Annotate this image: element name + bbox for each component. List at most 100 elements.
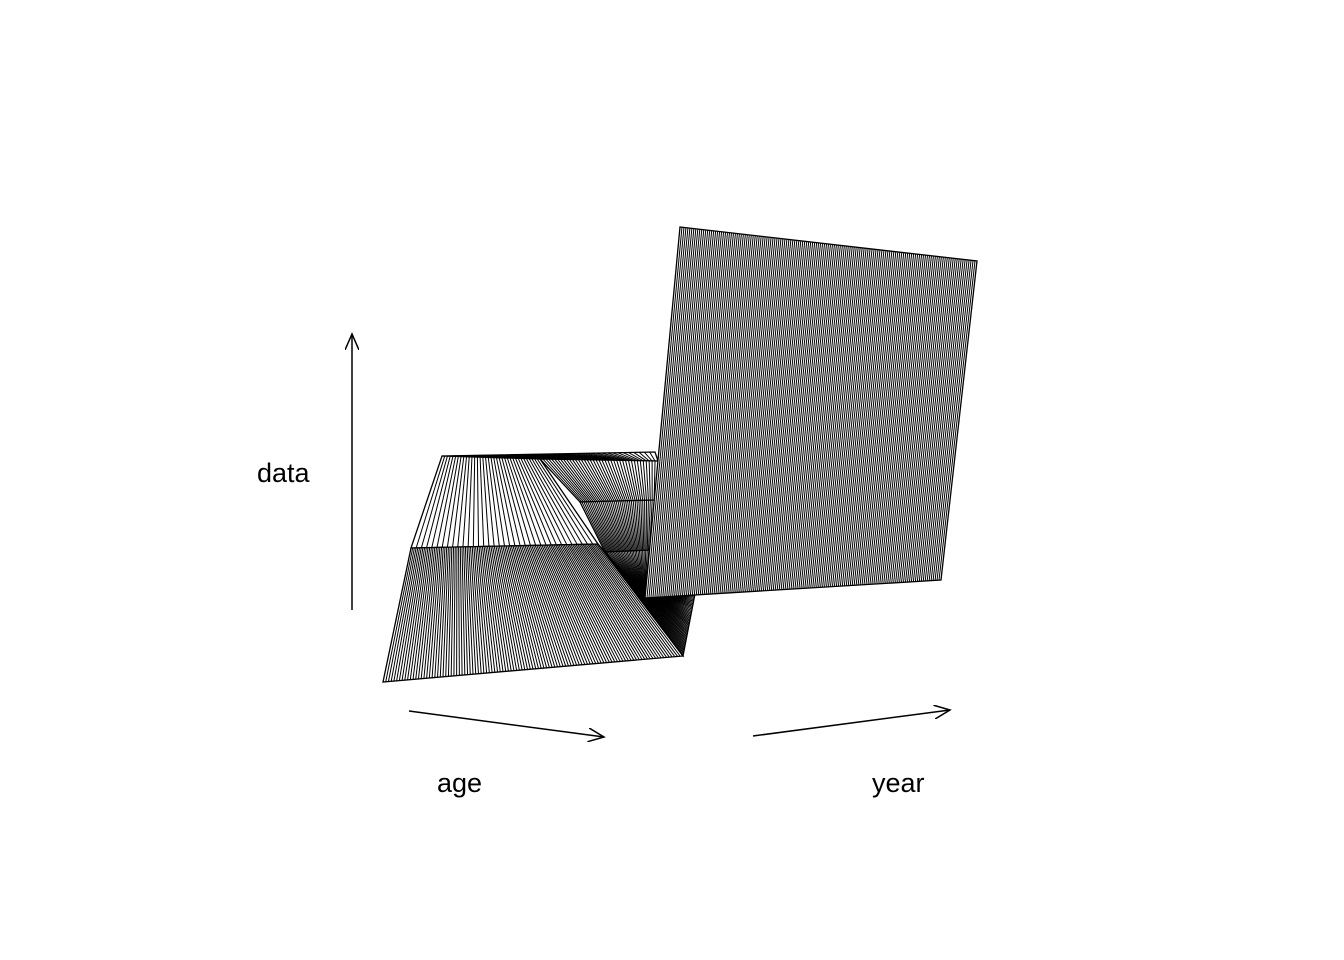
- surface-right-wall-mesh-line: [719, 235, 756, 594]
- surface-right-wall-mesh-line: [816, 246, 853, 588]
- surface-right-wall-mesh-line: [660, 228, 697, 598]
- surface-lower-left-facet-mesh-line: [437, 547, 446, 678]
- surface-valley-strip-1-mesh-line: [560, 459, 594, 502]
- surface-lower-left-facet-mesh-line: [492, 546, 515, 671]
- surface-valley-strip-2-mesh-line: [592, 501, 614, 552]
- surface-right-wall-mesh-line: [776, 242, 814, 591]
- y-axis-label: year: [872, 768, 925, 798]
- surface-lower-left-facet-mesh-line: [401, 547, 424, 681]
- surface-mesh: [382, 226, 978, 683]
- surface-right-wall-mesh-line: [908, 257, 946, 582]
- surface-right-wall-mesh-line: [889, 255, 927, 584]
- surface-lower-left-facet-mesh-line: [505, 545, 537, 669]
- surface-valley-strip-1-mesh-line: [601, 459, 621, 502]
- surface-lower-left-facet-mesh-line: [512, 545, 548, 668]
- surface-upper-left-facet-mesh-line: [528, 458, 578, 545]
- surface-right-wall-mesh-line: [833, 248, 871, 587]
- surface-right-wall-mesh-line: [814, 246, 851, 588]
- surface-right-wall-mesh-line: [891, 255, 928, 584]
- surface-right-wall-mesh-line: [841, 249, 879, 587]
- surface-lower-left-facet-mesh-line: [493, 546, 518, 671]
- surface-lower-left-facet-mesh-line: [470, 546, 479, 674]
- surface-valley-strip-2-mesh-line: [632, 500, 639, 551]
- surface-right-wall-mesh-line: [687, 231, 725, 596]
- surface-right-wall-mesh-line: [810, 245, 847, 588]
- surface-right-wall-mesh-line: [652, 227, 689, 598]
- surface-valley-strip-2-mesh-line: [646, 500, 649, 551]
- surface-right-wall-mesh-line: [938, 260, 976, 581]
- surface-right-wall-mesh-line: [899, 256, 936, 583]
- surface-valley-strip-2-mesh-line: [581, 501, 607, 553]
- surface-right-wall-mesh-line: [672, 230, 709, 597]
- surface-lower-left-facet-mesh-line: [420, 547, 436, 679]
- surface-top-ridge-mesh-line: [606, 452, 632, 462]
- surface-top-ridge-mesh-line: [628, 452, 644, 462]
- surface-valley-strip-2-mesh-line: [585, 501, 609, 553]
- surface-right-wall-mesh-line: [664, 229, 701, 597]
- surface-upper-left-facet-mesh-line: [426, 456, 451, 548]
- surface-valley-strip-1-mesh-line: [563, 459, 596, 502]
- surface-lower-left-facet-mesh-line: [539, 545, 591, 665]
- surface-upper-left-facet-mesh-line: [431, 456, 454, 548]
- surface-right-wall-mesh-line: [829, 248, 867, 587]
- surface-right-wall-mesh-line: [826, 247, 863, 588]
- surface-right-wall-mesh-line: [790, 243, 828, 590]
- surface-valley-strip-2-mesh-line: [638, 500, 642, 551]
- surface-upper-left-facet-mesh-line: [476, 457, 480, 547]
- surface-right-wall-mesh-line: [745, 238, 782, 592]
- surface-right-wall-mesh-line: [707, 234, 744, 595]
- surface-upper-left-facet-mesh-line: [457, 456, 467, 548]
- z-axis-label: data: [257, 458, 311, 488]
- surface-lower-left-facet-mesh-line: [538, 545, 589, 665]
- surface-right-wall-mesh-line: [743, 238, 780, 593]
- x-axis-label: age: [437, 768, 482, 798]
- surface-valley-strip-1-mesh-line: [569, 459, 600, 502]
- surface-right-wall-mesh-line: [755, 239, 792, 592]
- surface-right-wall-mesh-line: [693, 232, 730, 596]
- surface-lower-left-facet-mesh-line: [517, 545, 556, 668]
- surface-lower-left-facet-mesh-line: [485, 546, 504, 672]
- surface-right-wall-mesh-line: [930, 259, 968, 581]
- surface-valley-strip-2-mesh-line: [602, 501, 620, 552]
- surface-upper-left-facet-mesh-line: [467, 456, 473, 547]
- surface-lower-left-facet-mesh-line: [583, 544, 662, 659]
- surface-lower-left-facet-mesh-line: [536, 545, 586, 665]
- surface-lower-left-facet-mesh-line: [572, 544, 643, 660]
- surface-lower-left-facet-mesh-line: [500, 545, 529, 670]
- surface-upper-left-facet-mesh-line: [452, 456, 465, 548]
- surface-valley-strip-2-mesh-line: [596, 501, 617, 552]
- surface-right-wall-mesh-line: [881, 254, 919, 584]
- surface-right-wall-mesh-line: [721, 235, 758, 594]
- surface-lower-left-facet-mesh-line: [439, 547, 448, 678]
- surface-lower-left-facet-mesh-line: [478, 546, 493, 673]
- surface-lower-left-facet-mesh-line: [445, 547, 451, 677]
- surface-right-wall-mesh-line: [918, 258, 956, 582]
- surface-right-wall-mesh-line: [717, 235, 754, 594]
- surface-right-wall-mesh-line: [863, 252, 901, 585]
- surface-valley-strip-2-mesh-line: [615, 500, 628, 552]
- surface-right-wall-mesh-line: [910, 257, 948, 582]
- surface-right-wall-mesh-line: [922, 258, 960, 582]
- surface-lower-left-facet-mesh-line: [387, 547, 415, 682]
- surface-lower-left-facet-mesh-line: [409, 547, 429, 680]
- surface-right-wall-mesh-line: [904, 256, 942, 583]
- surface-valley-strip-1-mesh-line: [574, 459, 604, 502]
- surface-lower-left-facet-mesh-line: [464, 546, 471, 675]
- surface-lower-left-facet-mesh-line: [548, 544, 605, 664]
- surface-lower-left-facet: [382, 543, 685, 683]
- surface-right-wall-mesh-line: [893, 255, 930, 583]
- surface-lower-left-facet-mesh-line: [524, 545, 567, 667]
- surface-valley-strip-2-mesh-line: [613, 500, 627, 552]
- surface-valley-strip-1-mesh-line: [566, 459, 598, 502]
- surface-right-wall-mesh-line: [654, 228, 691, 598]
- surface-right-wall-mesh-line: [849, 250, 887, 586]
- surface-valley-strip-2-mesh-line: [621, 500, 632, 551]
- surface-upper-left-facet-mesh-line: [487, 457, 500, 547]
- surface-right-wall-mesh-line: [695, 232, 732, 595]
- surface-lower-left-facet-mesh-line: [526, 545, 569, 667]
- surface-right-wall-mesh-line: [784, 243, 822, 590]
- surface-lower-left-facet-mesh-line: [385, 547, 414, 682]
- surface-right-wall-mesh-line: [711, 234, 748, 594]
- surface-valley-strip-1-mesh-line: [598, 459, 619, 502]
- surface-right-wall-mesh-line: [756, 239, 794, 592]
